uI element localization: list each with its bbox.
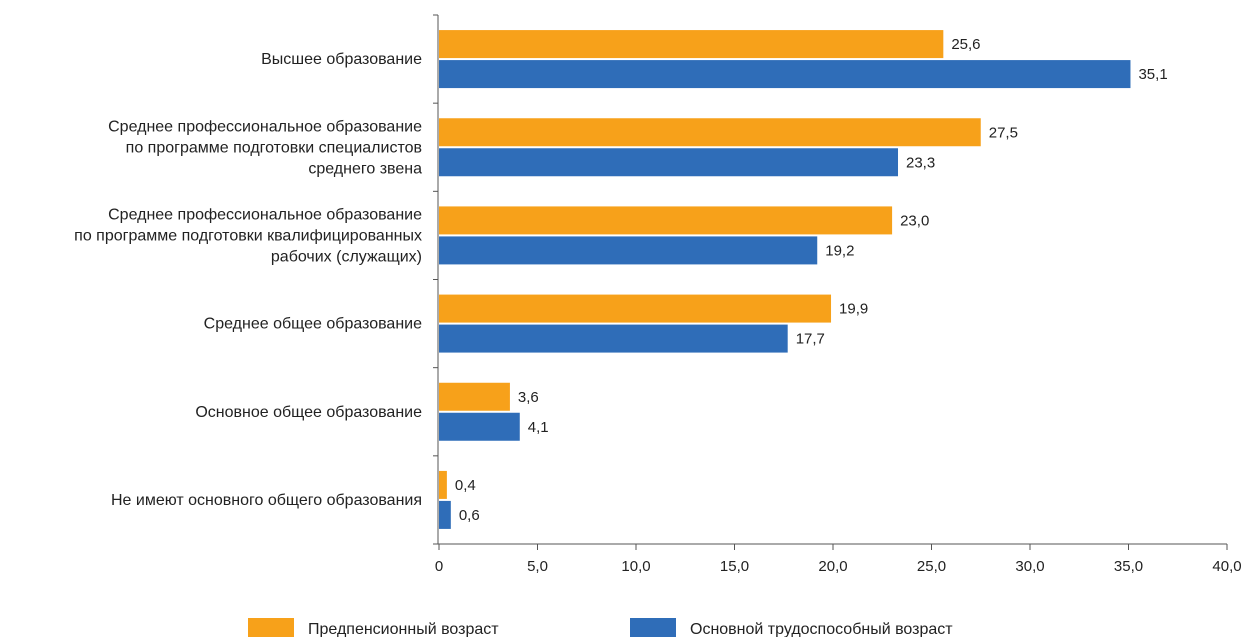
data-label: 17,7 [796,331,825,348]
category-label-line: по программе подготовки квалифицированны… [74,227,422,244]
category-label-line: среднего звена [308,160,422,177]
data-label: 23,3 [906,154,935,171]
x-tick-label: 15,0 [720,558,749,575]
category-label: Среднее профессиональное образование по п… [74,206,422,265]
bar [439,324,788,353]
bar [439,382,510,411]
bar [439,60,1131,89]
category-labels: Высшее образование Среднее профессиональн… [74,51,422,509]
x-tick-label: 5,0 [527,558,548,575]
category-label-line: Среднее профессиональное образование [108,118,422,135]
category-label: Основное общее образование [195,404,422,421]
category-label-line: Среднее профессиональное образование [108,206,422,223]
legend-swatch [630,618,676,637]
category-label-line: по программе подготовки специалистов [126,139,422,156]
bar [439,470,447,499]
data-label: 25,6 [951,36,980,53]
data-label: 19,9 [839,301,868,318]
category-label: Среднее профессиональное образование по п… [108,118,422,177]
bars: 25,6 35,1 27,5 23,3 23,0 19,2 19,9 17,7 3,6 4,1 0,… [439,30,1168,529]
category-label: Среднее общее образование [204,316,422,333]
category-label-line: Среднее общее образование [204,316,422,333]
bar [439,500,451,529]
legend-label: Предпенсионный возраст [308,621,499,637]
data-label: 3,6 [518,389,539,406]
data-label: 4,1 [528,419,549,436]
bar [439,236,818,265]
x-tick-label: 0 [435,558,443,575]
legend: Предпенсионный возраст Основной трудоспос… [248,618,953,637]
bar [439,412,520,441]
category-label-line: рабочих (служащих) [271,248,422,265]
x-tick-label: 20,0 [818,558,847,575]
x-tick-label: 10,0 [621,558,650,575]
category-label: Высшее образование [261,51,422,68]
data-label: 23,0 [900,212,929,229]
category-label-line: Высшее образование [261,51,422,68]
category-label-line: Основное общее образование [195,404,422,421]
axis: 0 5,0 10,0 15,0 20,0 25,0 30,0 35,0 40,0 [433,14,1242,575]
data-label: 0,4 [455,477,476,494]
bar [439,206,893,235]
x-tick-label: 30,0 [1015,558,1044,575]
data-label: 0,6 [459,507,480,524]
x-tick-label: 25,0 [917,558,946,575]
category-label: Не имеют основного общего образования [111,492,422,509]
category-label-line: Не имеют основного общего образования [111,492,422,509]
legend-label: Основной трудоспособный возраст [690,621,953,637]
x-tick-label: 35,0 [1114,558,1143,575]
data-label: 35,1 [1138,66,1167,83]
bar [439,30,944,59]
bar [439,118,981,147]
data-label: 19,2 [825,242,854,259]
data-label: 27,5 [989,124,1018,141]
x-tick-label: 40,0 [1212,558,1241,575]
bar [439,148,899,177]
legend-swatch [248,618,294,637]
bar [439,294,832,323]
